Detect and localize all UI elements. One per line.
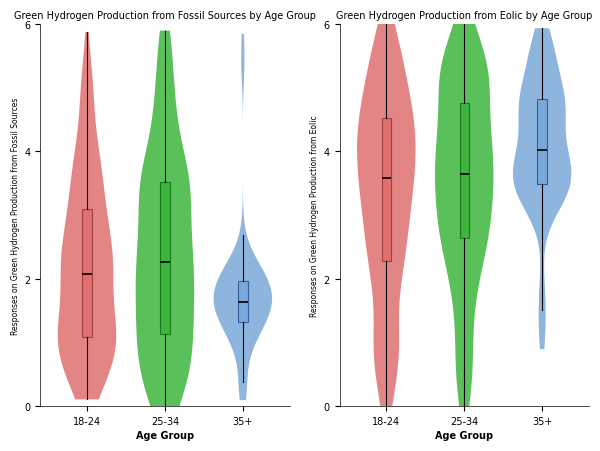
- PathPatch shape: [160, 183, 170, 334]
- PathPatch shape: [238, 281, 248, 322]
- X-axis label: Age Group: Age Group: [435, 430, 493, 440]
- PathPatch shape: [382, 119, 391, 262]
- Y-axis label: Responses on Green Hydrogen Production from Eolic: Responses on Green Hydrogen Production f…: [310, 115, 319, 316]
- X-axis label: Age Group: Age Group: [136, 430, 194, 440]
- Y-axis label: Responses on Green Hydrogen Production from Fossil Sources: Responses on Green Hydrogen Production f…: [11, 97, 20, 334]
- PathPatch shape: [538, 100, 547, 185]
- Title: Green Hydrogen Production from Eolic by Age Group: Green Hydrogen Production from Eolic by …: [336, 11, 592, 21]
- Title: Green Hydrogen Production from Fossil Sources by Age Group: Green Hydrogen Production from Fossil So…: [14, 11, 316, 21]
- PathPatch shape: [82, 209, 92, 338]
- PathPatch shape: [460, 104, 469, 239]
